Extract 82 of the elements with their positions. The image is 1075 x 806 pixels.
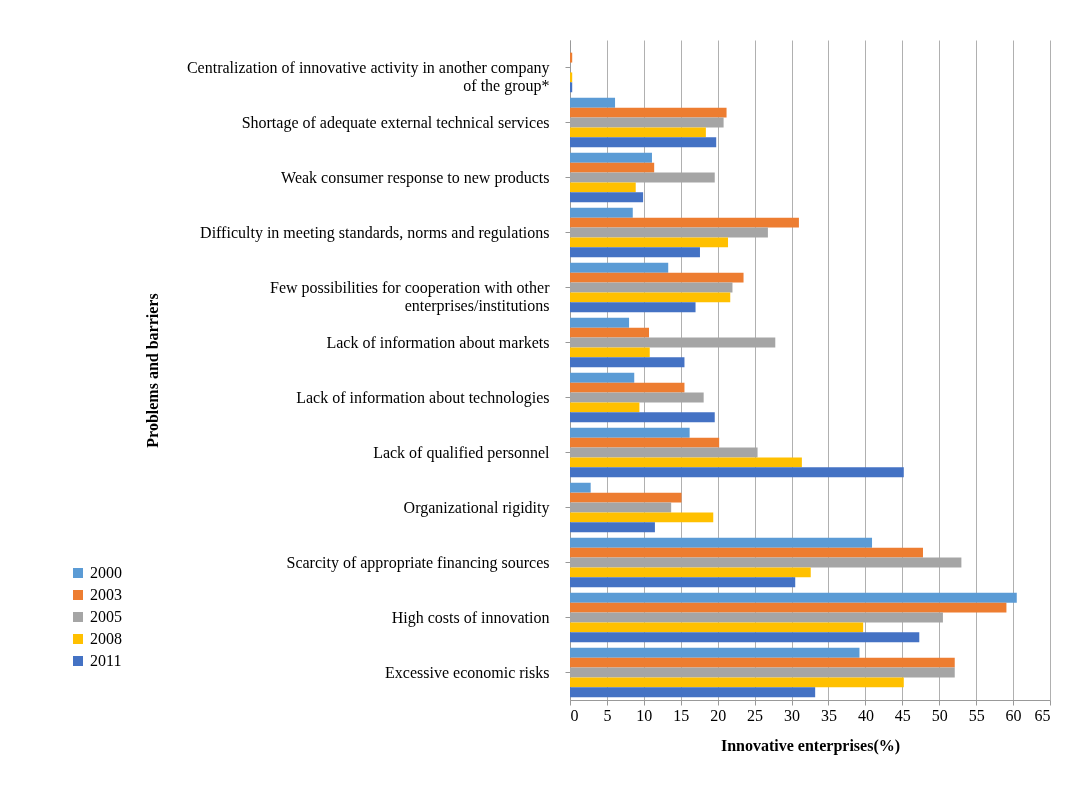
bar xyxy=(570,657,955,668)
bar xyxy=(570,192,644,203)
y-tick-label: Shortage of adequate external technical services xyxy=(241,113,550,132)
bar xyxy=(570,97,616,108)
bar xyxy=(570,237,729,248)
bar xyxy=(570,632,920,643)
x-tick-label: 60 xyxy=(1005,706,1022,724)
y-tick-label: Difficulty in meeting standards, norms and regulations xyxy=(200,223,550,242)
bar xyxy=(570,52,573,63)
y-tick-label: Scarcity of appropriate financing sources xyxy=(286,553,550,572)
bar xyxy=(570,217,799,228)
bar xyxy=(570,247,700,258)
x-tick-label: 50 xyxy=(931,706,948,724)
x-tick-label: 40 xyxy=(857,706,874,724)
bar xyxy=(570,577,796,588)
bar xyxy=(570,402,640,413)
bar xyxy=(570,127,706,138)
bar xyxy=(570,567,811,578)
bar xyxy=(570,457,802,468)
bar xyxy=(570,262,669,273)
bar xyxy=(570,647,860,658)
bar xyxy=(570,302,696,313)
x-tick-label: 65 xyxy=(1034,706,1051,724)
legend-label: 2008 xyxy=(90,630,122,647)
legend-label: 2003 xyxy=(90,586,122,603)
x-tick-label: 0 xyxy=(570,706,579,724)
bar xyxy=(570,382,685,393)
bar xyxy=(570,412,715,423)
bar xyxy=(570,437,720,448)
y-tick-label: Excessive economic risks xyxy=(385,663,550,681)
bar xyxy=(570,687,816,698)
bar xyxy=(570,357,685,368)
x-tick-label: 30 xyxy=(784,706,801,724)
y-tick-label: Few possibilities for cooperation with other enterprises/institutions xyxy=(269,278,551,315)
x-tick-label: 55 xyxy=(968,706,985,724)
legend-label: 2011 xyxy=(90,652,122,669)
bar xyxy=(570,207,633,218)
x-tick-label: 10 xyxy=(636,706,653,724)
legend-label: 2005 xyxy=(90,608,122,625)
bar xyxy=(570,272,744,283)
bar xyxy=(570,182,636,193)
bar xyxy=(570,327,650,338)
y-tick-label: Lack of qualified personnel xyxy=(373,443,551,462)
y-tick-label: Lack of information about markets xyxy=(326,333,550,351)
y-tick-label: High costs of innovation xyxy=(391,608,550,627)
bar xyxy=(570,482,591,493)
x-tick-label: 15 xyxy=(673,706,690,724)
x-tick-label: 5 xyxy=(603,706,612,724)
x-tick-label: 25 xyxy=(747,706,764,724)
x-tick-label: 20 xyxy=(710,706,727,724)
y-tick-label: Organizational rigidity xyxy=(403,498,550,517)
bar xyxy=(570,82,573,93)
bar xyxy=(570,427,690,438)
bar xyxy=(570,677,904,688)
bar xyxy=(570,107,727,118)
bar xyxy=(570,72,573,83)
bar xyxy=(570,282,733,293)
bar xyxy=(570,602,1007,613)
bar xyxy=(570,537,873,548)
bar xyxy=(570,467,904,478)
bar xyxy=(570,502,672,513)
y-tick-label: Lack of information about technologies xyxy=(296,388,550,407)
bar xyxy=(570,492,682,503)
bar xyxy=(570,347,650,358)
bar xyxy=(570,622,864,633)
y-axis-title: Problems and barriers xyxy=(143,293,161,448)
bar xyxy=(570,152,652,163)
x-tick-label: 35 xyxy=(820,706,837,724)
bar xyxy=(570,592,1017,603)
bar xyxy=(570,547,923,558)
bar xyxy=(570,512,714,523)
bar xyxy=(570,162,655,173)
y-tick-label: Centralization of innovative activity in another company of the group* xyxy=(186,58,550,95)
bar xyxy=(570,292,731,303)
x-axis-title: Innovative enterprises(%) xyxy=(720,736,901,755)
legend-label: 2000 xyxy=(90,564,122,581)
y-tick-label: Weak consumer response to new products xyxy=(281,168,550,187)
bar xyxy=(570,317,630,328)
bar xyxy=(570,372,635,383)
x-tick-label: 45 xyxy=(894,706,911,724)
bar xyxy=(570,137,717,148)
bar xyxy=(570,522,655,533)
